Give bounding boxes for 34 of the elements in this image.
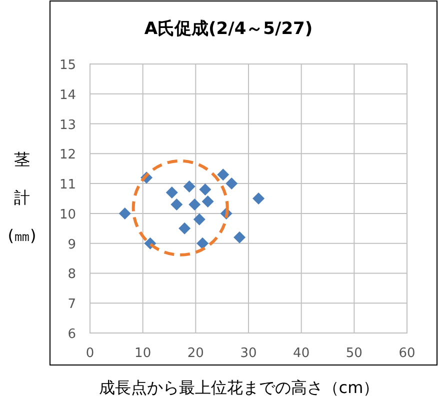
y-tick-label: 14 (59, 88, 76, 103)
x-tick-label: 50 (346, 346, 362, 361)
point (234, 231, 246, 244)
point (188, 198, 201, 210)
y-tick-label: 11 (59, 178, 76, 193)
point (226, 178, 238, 190)
x-tick-label: 30 (240, 346, 257, 361)
y-tick-label: 12 (59, 148, 76, 163)
x-tick-label: 60 (398, 346, 416, 361)
y-tick-label: 10 (59, 207, 76, 222)
point (118, 207, 131, 220)
y-axis-title: 茎計(㎜) (8, 150, 36, 245)
x-tick-label: 20 (187, 346, 204, 361)
point (183, 180, 196, 193)
x-tick-label: 10 (134, 346, 152, 361)
chart-title: A氏促成(2/4～5/27) (144, 19, 313, 39)
point (170, 198, 183, 210)
point (202, 195, 214, 208)
point (166, 186, 178, 199)
x-tick-label: 40 (293, 346, 310, 361)
y-tick-label: 8 (68, 267, 76, 282)
point (217, 168, 230, 181)
x-tick-label: 0 (86, 346, 94, 361)
point (178, 222, 191, 234)
y-tick-label: 13 (59, 118, 76, 133)
y-tick-label: 7 (68, 297, 76, 312)
point (199, 184, 212, 196)
x-axis-title: 成長点から最上位花までの高さ（cm） (98, 378, 380, 397)
y-tick-label: 6 (68, 327, 76, 342)
y-tick-label: 15 (59, 58, 76, 73)
y-tick-label: 9 (68, 237, 76, 252)
point (196, 237, 209, 250)
point (252, 192, 265, 204)
point (193, 213, 206, 226)
